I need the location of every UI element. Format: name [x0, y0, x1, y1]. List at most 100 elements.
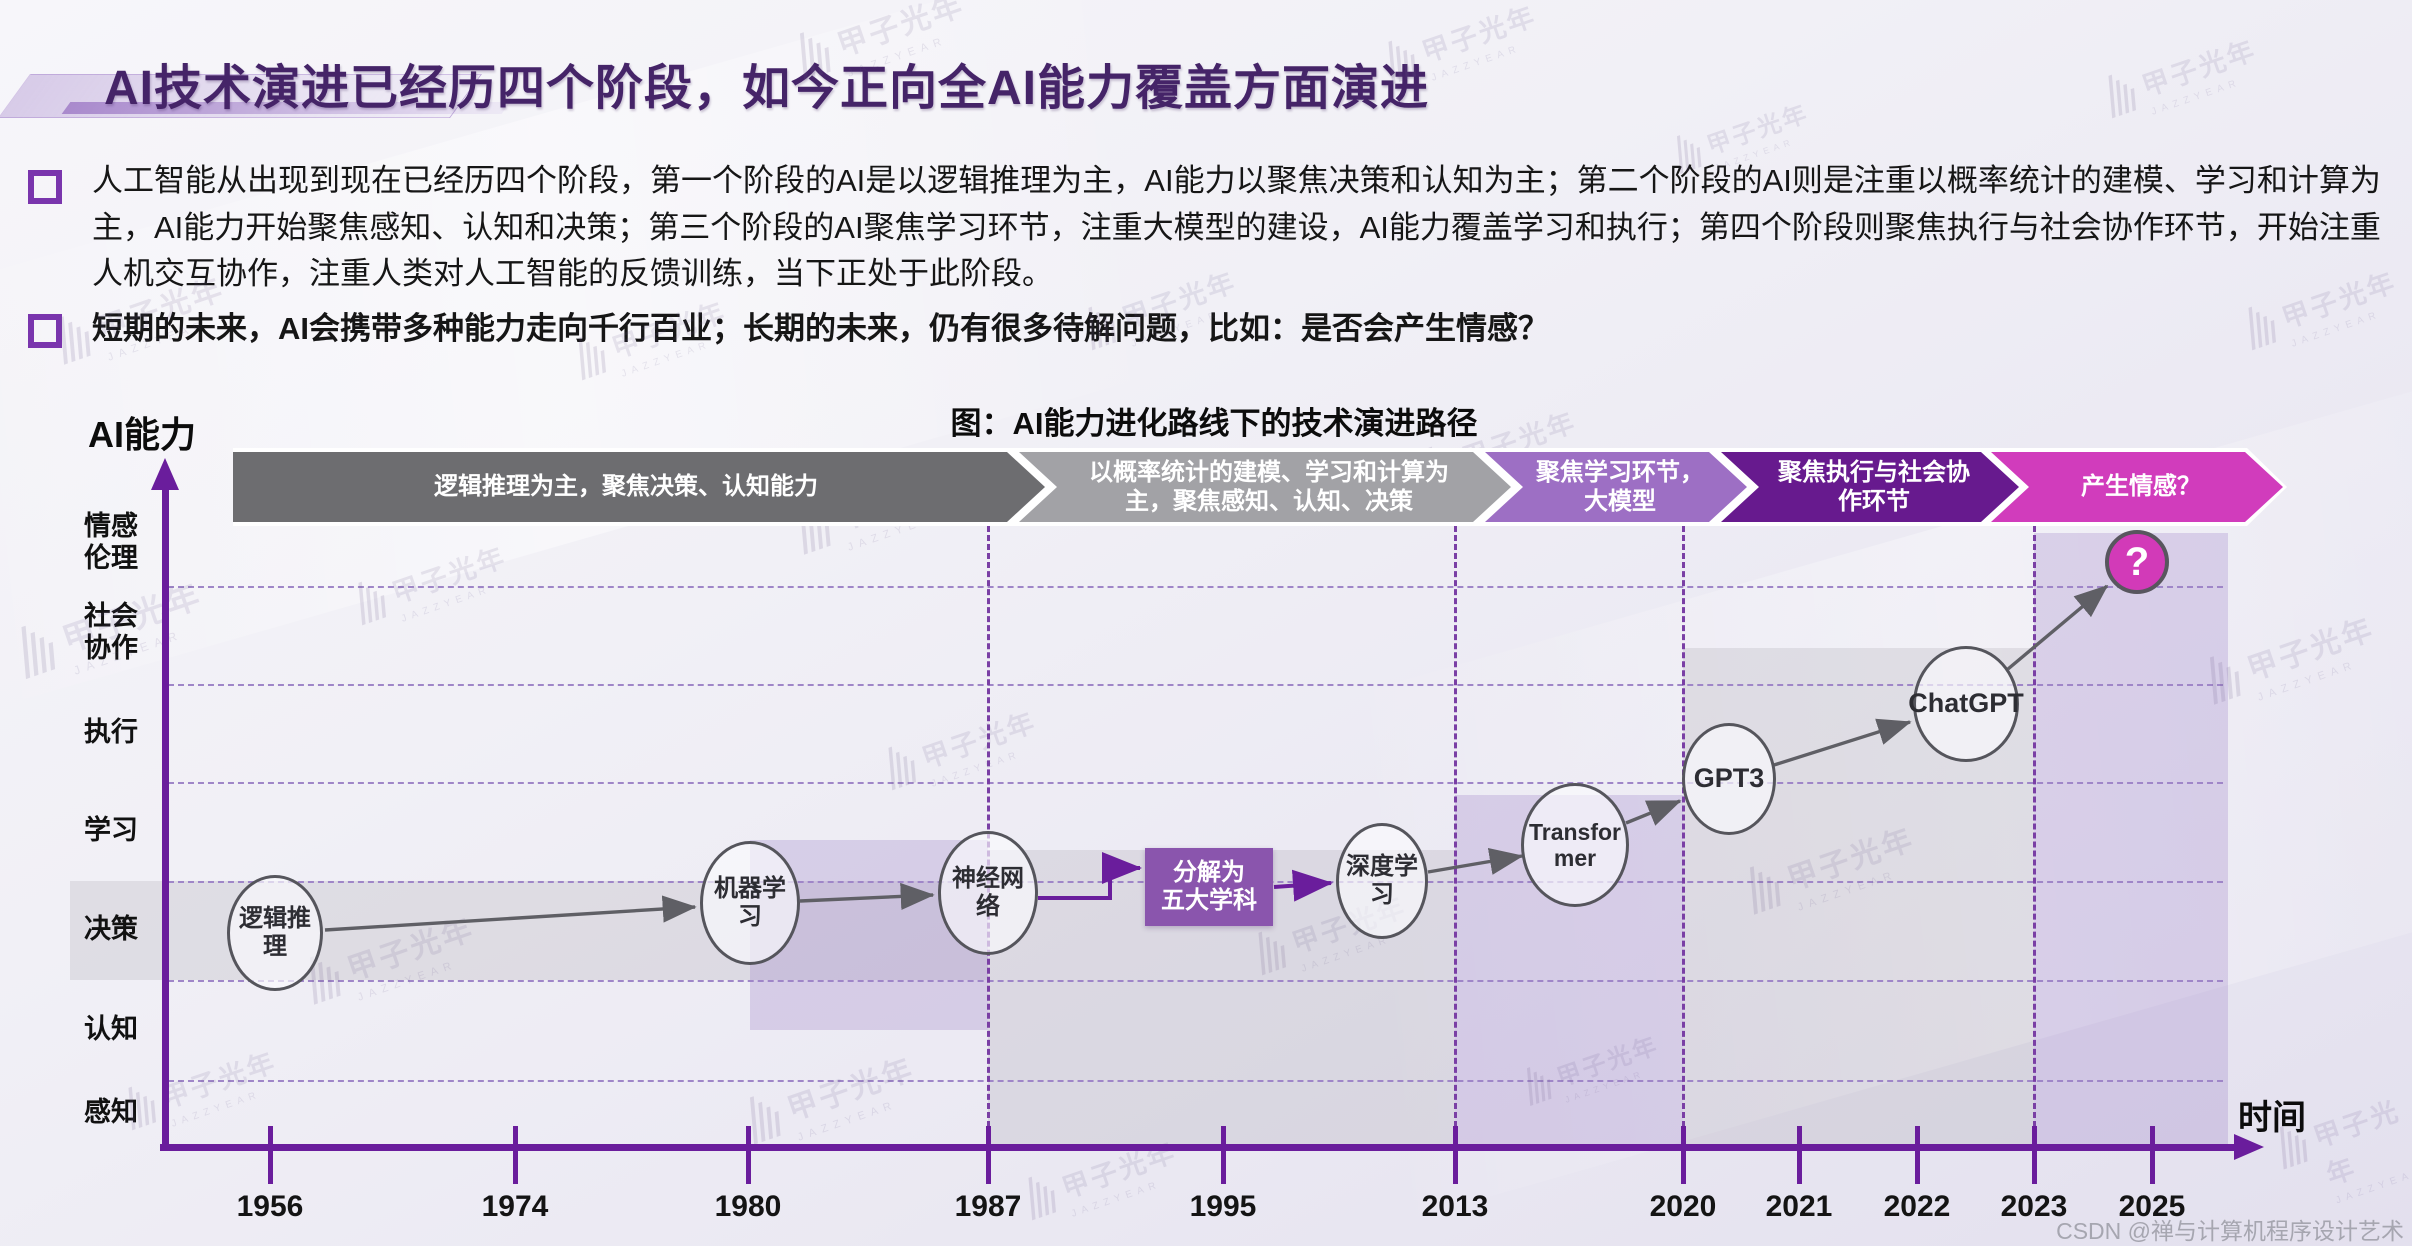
- credit-watermark: CSDN @禅与计算机程序设计艺术: [2056, 1218, 2404, 1244]
- watermark-stamp: 甲子光年 JAZZYEAR: [2104, 28, 2267, 131]
- y-axis-category-label: 学习: [84, 815, 138, 845]
- y-axis-category-label: 执行: [84, 717, 138, 747]
- watermark-subtext: JAZZYEAR: [2256, 658, 2359, 704]
- watermark-text: 甲子光年: [1418, 1, 1541, 69]
- vertical-dashed-gridline: [2033, 526, 2036, 1145]
- node-label: 神经网络: [952, 865, 1024, 920]
- x-axis-tick: [268, 1126, 273, 1184]
- watermark-bars-icon: [749, 1088, 781, 1145]
- x-axis-year-label: 2021: [1765, 1190, 1833, 1223]
- node-label: Transformer: [1528, 818, 1622, 871]
- watermark-text: 甲子光年: [2138, 35, 2261, 103]
- watermark-subtext: JAZZYEAR: [2149, 76, 2243, 118]
- x-axis-year-label: 2020: [1649, 1190, 1717, 1223]
- node-label: 深度学习: [1346, 853, 1418, 908]
- y-axis-category-label: 情感伦理: [84, 511, 138, 573]
- stage-label: 以概率统计的建模、学习和计算为主，聚焦感知、认知、决策: [1089, 458, 1449, 515]
- figure-title: 图：AI能力进化路线下的技术演进路径: [950, 406, 1478, 441]
- node-label: ChatGPT: [1908, 688, 2024, 719]
- watermark-stamp: 甲子光年 JAZZYEAR: [745, 1044, 926, 1158]
- stage-chevron: 聚焦执行与社会协作环节: [1721, 452, 2019, 522]
- node-milestone: Transformer: [1521, 783, 1629, 907]
- node-milestone: 机器学习: [700, 841, 800, 965]
- x-axis-arrowhead-icon: [2234, 1134, 2264, 1160]
- stage-chevron: 聚焦学习环节，大模型: [1485, 452, 1747, 522]
- horizontal-dashed-gridline: [168, 684, 2223, 686]
- watermark-text: 甲子光年: [918, 707, 1041, 775]
- horizontal-dashed-gridline: [168, 980, 2223, 982]
- bullet-paragraph: 短期的未来，AI会携带多种能力走向千行百业；长期的未来，仍有很多待解问题，比如：…: [92, 311, 1549, 346]
- watermark-stamp: 甲子光年 JAZZYEAR: [884, 700, 1047, 803]
- vertical-dashed-gridline: [1454, 526, 1457, 1145]
- horizontal-dashed-gridline: [168, 1080, 2223, 1082]
- stage-label: 逻辑推理为主，聚焦决策、认知能力: [434, 473, 818, 501]
- watermark-subtext: JAZZYEAR: [169, 1088, 263, 1130]
- y-axis-category-label: 决策: [84, 914, 138, 944]
- node-milestone: 神经网络: [938, 831, 1038, 955]
- x-axis-tick: [986, 1126, 991, 1184]
- watermark-text: 甲子光年: [1703, 100, 1813, 160]
- node-milestone: ChatGPT: [1908, 646, 2024, 762]
- x-axis-tick: [513, 1126, 518, 1184]
- stage-label: 聚焦学习环节，大模型: [1536, 458, 1704, 515]
- x-axis-year-label: 2013: [1421, 1190, 1489, 1223]
- watermark-stamp: 甲子光年 JAZZYEAR: [2205, 604, 2386, 718]
- watermark-bars-icon: [59, 308, 91, 365]
- watermark-text: 甲子光年: [2310, 1096, 2404, 1191]
- stage-label: 产生情感？: [2081, 473, 2201, 501]
- node-milestone: GPT3: [1682, 723, 1776, 835]
- node-label: 机器学习: [714, 875, 786, 930]
- stage-chevron: 逻辑推理为主，聚焦决策、认知能力: [233, 452, 1045, 522]
- watermark-text: 甲子光年: [783, 1052, 919, 1127]
- node-label: 分解为 五大学科: [1161, 859, 1257, 914]
- watermark-subtext: JAZZYEAR: [2334, 1165, 2412, 1207]
- watermark-subtext: JAZZYEAR: [399, 583, 493, 625]
- x-axis-year-label: 1980: [714, 1190, 782, 1223]
- horizontal-dashed-gridline: [168, 586, 2223, 588]
- y-axis-arrowhead-icon: [151, 458, 179, 490]
- node-question-mark: ?: [2105, 530, 2169, 594]
- bullet-square-icon: [28, 170, 62, 204]
- x-axis-year-label: 1956: [236, 1190, 304, 1223]
- x-axis-year-label: 2023: [2000, 1190, 2068, 1223]
- watermark-subtext: JAZZYEAR: [796, 1098, 899, 1144]
- x-axis-year-label: 1995: [1189, 1190, 1257, 1223]
- x-axis-tick: [746, 1126, 751, 1184]
- watermark-bars-icon: [21, 617, 56, 680]
- node-label: GPT3: [1693, 763, 1765, 794]
- y-axis-title: AI能力: [88, 414, 197, 455]
- x-axis-tick: [2032, 1126, 2037, 1184]
- highlight-band: [2034, 533, 2228, 1145]
- node-milestone: 分解为 五大学科: [1145, 848, 1273, 926]
- watermark-text: 甲子光年: [388, 542, 511, 610]
- stage-chevron: 以概率统计的建模、学习和计算为主，聚焦感知、认知、决策: [1019, 452, 1511, 522]
- x-axis-year-label: 2025: [2118, 1190, 2186, 1223]
- stage-chevron: 产生情感？: [1991, 452, 2283, 522]
- x-axis-tick: [1915, 1126, 1920, 1184]
- node-label: 逻辑推理: [239, 905, 311, 960]
- node-label: ?: [2124, 540, 2150, 584]
- watermark-subtext: JAZZYEAR: [1429, 42, 1523, 84]
- watermark-bars-icon: [358, 575, 387, 626]
- bullet-paragraph: 人工智能从出现到现在已经历四个阶段，第一个阶段的AI是以逻辑推理为主，AI能力以…: [92, 163, 2381, 291]
- y-axis-category-label: 感知: [84, 1097, 138, 1127]
- node-milestone: 深度学习: [1336, 823, 1428, 939]
- x-axis-tick: [1453, 1126, 1458, 1184]
- x-axis-tick: [1681, 1126, 1686, 1184]
- page-title: AI技术演进已经历四个阶段，如今正向全AI能力覆盖方面演进: [104, 62, 1430, 116]
- watermark-subtext: JAZZYEAR: [1069, 1178, 1163, 1220]
- y-axis-category-label: 认知: [84, 1014, 138, 1044]
- node-milestone: 逻辑推理: [227, 875, 323, 991]
- watermark-text: 甲子光年: [2243, 612, 2379, 687]
- bullet-square-icon: [28, 314, 62, 348]
- y-axis-line: [162, 488, 169, 1148]
- x-axis-tick: [2150, 1126, 2155, 1184]
- x-axis-tick: [1221, 1126, 1226, 1184]
- watermark-stamp: 甲子光年 JAZZYEAR: [124, 1040, 287, 1143]
- y-axis-category-label: 社会协作: [84, 601, 138, 663]
- x-axis-line: [160, 1144, 2238, 1151]
- x-axis-year-label: 2022: [1883, 1190, 1951, 1223]
- vertical-dashed-gridline: [1682, 526, 1685, 1145]
- x-axis-title: 时间: [2238, 1099, 2306, 1137]
